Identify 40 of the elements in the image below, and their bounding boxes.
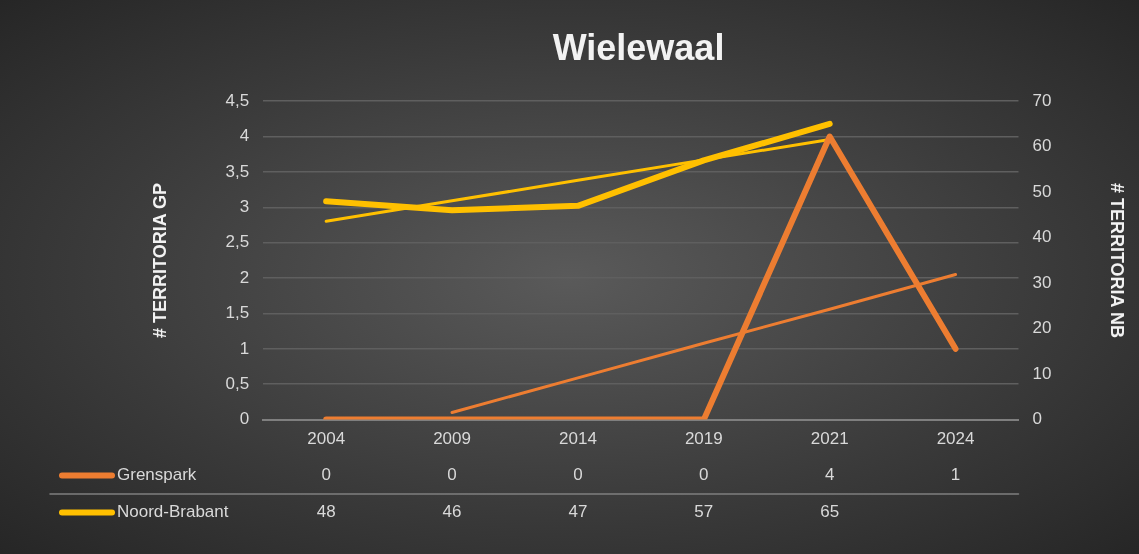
x-tick-label: 2024 [936,429,975,449]
data-label: 0 [321,465,331,485]
y2-tick-label: 10 [1032,363,1052,383]
y-tick-label: 4 [239,126,250,146]
y-tick-label: 4,5 [225,90,250,110]
y2-tick-label: 50 [1032,181,1052,201]
data-label: 46 [442,502,462,522]
data-label: 0 [699,465,709,485]
data-label: 65 [820,502,840,522]
y2-tick-label: 70 [1032,90,1052,110]
legend-label: Noord-Brabant [117,502,229,522]
y-tick-label: 0,5 [225,373,250,393]
x-tick-label: 2019 [684,429,723,449]
y2-tick-label: 0 [1032,409,1042,429]
data-label: 1 [950,465,961,485]
y2-tick-label: 60 [1032,136,1052,156]
y-tick-label: 1,5 [225,303,250,323]
data-label: 48 [316,502,336,522]
x-tick-label: 2014 [559,429,597,449]
y-tick-label: 2,5 [225,232,250,252]
y2-axis-title: # TERRITORIA NB [1107,182,1128,338]
x-tick-label: 2021 [810,429,849,449]
data-label: 4 [824,465,835,485]
y-axis-title: # TERRITORIA GP [149,182,170,338]
y2-tick-label: 30 [1032,272,1052,292]
x-tick-label: 2009 [433,429,471,449]
x-tick-label: 2004 [307,429,346,449]
y-tick-label: 0 [239,409,250,429]
data-label: 0 [573,465,583,485]
chart-title: Wielewaal [552,26,725,68]
y-tick-label: 3,5 [225,161,250,181]
y-tick-label: 3 [239,197,250,217]
legend-label: Grenspark [117,465,197,485]
y-tick-label: 2 [239,267,250,287]
data-label: 0 [447,465,457,485]
y2-tick-label: 20 [1032,318,1052,338]
data-label: 57 [694,502,714,522]
y-tick-label: 1 [239,338,250,358]
y2-tick-label: 40 [1032,227,1052,247]
data-label: 47 [568,502,588,522]
